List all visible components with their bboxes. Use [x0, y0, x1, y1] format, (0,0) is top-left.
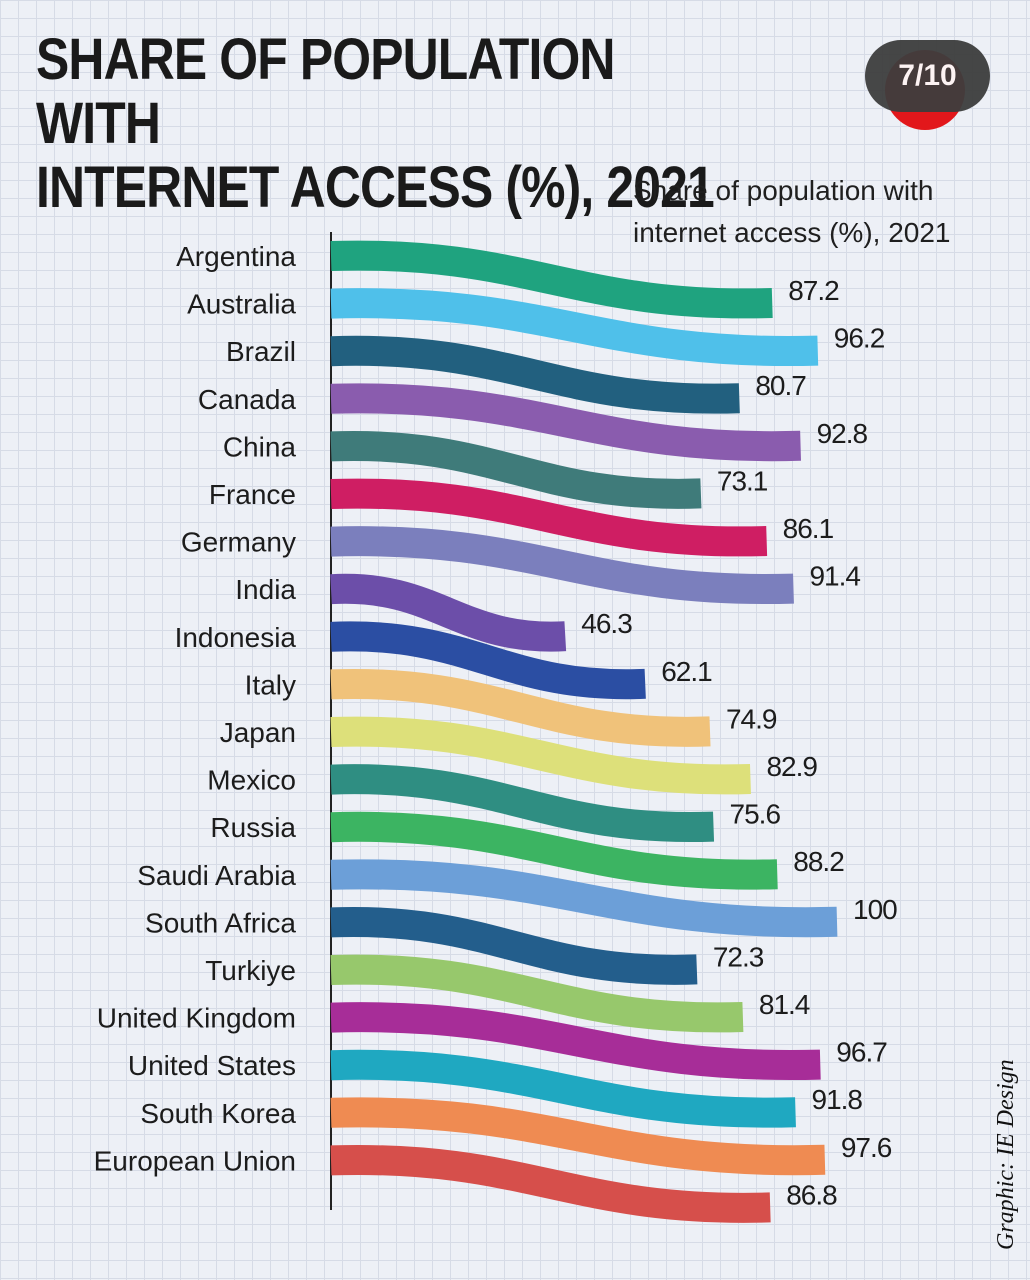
value-label-united-states: 91.8: [812, 1084, 863, 1115]
category-label-france: France: [209, 479, 296, 510]
ribbon-germany: [330, 526, 794, 605]
chart-subtitle-line-2: internet access (%), 2021: [633, 217, 951, 248]
ribbon-indonesia: [330, 621, 646, 700]
chart-title: SHARE OF POPULATION WITH INTERNET ACCESS…: [36, 28, 741, 220]
category-label-united-kingdom: United Kingdom: [97, 1003, 296, 1034]
ribbon-china: [330, 430, 702, 509]
page-indicator[interactable]: 7/10: [865, 40, 990, 130]
category-label-italy: Italy: [245, 669, 296, 700]
ribbon-australia: [330, 288, 819, 367]
ribbon-south-africa: [330, 906, 698, 985]
category-label-canada: Canada: [198, 384, 297, 415]
ribbon-saudi-arabia: [330, 859, 838, 938]
ribbon-russia: [330, 811, 778, 890]
value-label-india: 46.3: [581, 608, 632, 639]
value-label-germany: 91.4: [809, 561, 860, 592]
ribbon-european-union: [330, 1144, 771, 1223]
ribbon-brazil: [330, 335, 740, 414]
ribbon-canada: [330, 383, 801, 462]
category-label-japan: Japan: [220, 717, 296, 748]
value-label-south-africa: 72.3: [713, 941, 764, 972]
ribbon-united-kingdom: [330, 1002, 821, 1081]
category-label-indonesia: Indonesia: [175, 622, 297, 653]
chart-subtitle-line-1: Share of population with: [633, 175, 934, 206]
value-label-group: 87.2 96.2 80.7 92.8 73.1 86.1 91.4 46.3 62.1 74.9…: [581, 275, 898, 1210]
ribbon-italy: [330, 668, 711, 747]
category-label-australia: Australia: [187, 289, 296, 320]
value-label-australia: 96.2: [834, 323, 885, 354]
value-label-south-korea: 97.6: [841, 1132, 892, 1163]
chart-title-line-2: INTERNET ACCESS (%), 2021: [36, 155, 715, 220]
ribbon-india: [330, 573, 567, 652]
category-label-united-states: United States: [128, 1050, 296, 1081]
ribbon-group: [330, 240, 838, 1223]
category-label-european-union: European Union: [94, 1145, 296, 1176]
ribbon-france: [330, 478, 768, 557]
value-label-mexico: 75.6: [730, 799, 781, 830]
chart-subtitle: Share of population with internet access…: [633, 170, 1003, 254]
category-label-saudi-arabia: Saudi Arabia: [137, 860, 296, 891]
category-label-group: Argentina Australia Brazil Canada China Franc…: [94, 241, 297, 1176]
value-label-france: 86.1: [783, 513, 834, 544]
category-label-south-africa: South Africa: [145, 907, 296, 938]
ribbon-united-states: [330, 1049, 796, 1128]
category-label-turkiye: Turkiye: [205, 955, 296, 986]
category-label-china: China: [223, 431, 297, 462]
category-label-argentina: Argentina: [176, 241, 296, 272]
ribbon-argentina: [330, 240, 773, 319]
value-label-italy: 74.9: [726, 703, 777, 734]
value-label-united-kingdom: 96.7: [836, 1037, 887, 1068]
category-label-germany: Germany: [181, 527, 296, 558]
ribbon-mexico: [330, 764, 715, 843]
ribbon-japan: [330, 716, 751, 795]
category-label-brazil: Brazil: [226, 336, 296, 367]
value-label-canada: 92.8: [817, 418, 868, 449]
value-label-russia: 88.2: [793, 846, 844, 877]
category-label-mexico: Mexico: [207, 765, 296, 796]
ribbon-turkiye: [330, 954, 744, 1033]
value-label-indonesia: 62.1: [661, 656, 712, 687]
value-label-argentina: 87.2: [788, 275, 839, 306]
value-label-turkiye: 81.4: [759, 989, 810, 1020]
value-label-china: 73.1: [717, 465, 768, 496]
ribbon-south-korea: [330, 1097, 826, 1176]
category-label-india: India: [235, 574, 296, 605]
page-counter: 7/10: [865, 40, 990, 112]
value-label-brazil: 80.7: [755, 370, 806, 401]
category-label-south-korea: South Korea: [140, 1098, 296, 1129]
chart-title-line-1: SHARE OF POPULATION WITH: [36, 27, 615, 156]
value-label-japan: 82.9: [766, 751, 817, 782]
category-label-russia: Russia: [210, 812, 296, 843]
value-label-european-union: 86.8: [786, 1179, 837, 1210]
value-label-saudi-arabia: 100: [853, 894, 897, 925]
graphic-credit: Graphic: IE Design: [993, 1059, 1019, 1250]
